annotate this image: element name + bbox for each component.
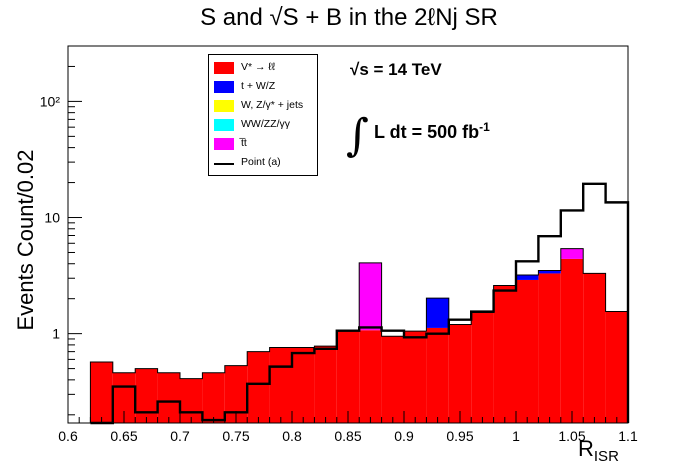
bar-series0-bin18 bbox=[493, 285, 516, 423]
bar-series0-bin5 bbox=[202, 372, 225, 423]
x-tick-label-0: 0.6 bbox=[58, 428, 78, 444]
y-tick-label-1: 10 bbox=[44, 210, 60, 226]
x-tick-label-7: 0.95 bbox=[446, 428, 473, 444]
bar-series0-bin22 bbox=[583, 273, 606, 423]
legend-item-ttbar: t̅t bbox=[214, 135, 318, 152]
bar-series0-bin19 bbox=[516, 279, 539, 423]
x-tick-label-9: 1.05 bbox=[558, 428, 585, 444]
legend-swatch-ttbar bbox=[214, 138, 234, 150]
legend-swatch-twz bbox=[214, 81, 234, 93]
bar-series0-bin8 bbox=[269, 347, 292, 423]
bar-series1-bin15 bbox=[426, 298, 449, 328]
bar-series0-bin14 bbox=[404, 331, 427, 423]
x-tick-label-3: 0.75 bbox=[222, 428, 249, 444]
lumi-annotation: ∫ L dt = 500 fb-1 bbox=[346, 110, 490, 161]
bar-series0-bin7 bbox=[247, 351, 270, 423]
x-tick-label-5: 0.85 bbox=[334, 428, 361, 444]
bar-series0-bin3 bbox=[157, 372, 180, 423]
legend-line-point-a bbox=[214, 163, 234, 165]
bar-series1-bin19 bbox=[516, 274, 539, 280]
legend-item-twz: t + W/Z bbox=[214, 78, 318, 95]
x-tick-label-8: 1 bbox=[512, 428, 520, 444]
legend-swatch-diboson bbox=[214, 119, 234, 131]
legend-item-wzjets: W, Z/γ* + jets bbox=[214, 97, 318, 114]
bar-series0-bin16 bbox=[448, 324, 472, 423]
legend-swatch-wzjets bbox=[214, 100, 234, 112]
bar-series0-bin13 bbox=[381, 336, 404, 423]
x-tick-label-1: 0.65 bbox=[110, 428, 137, 444]
y-axis-label-box: Events Count/0.02 bbox=[6, 140, 46, 340]
bar-series0-bin9 bbox=[292, 347, 315, 423]
legend-label-twz: t + W/Z bbox=[241, 80, 276, 92]
integral-symbol: ∫ bbox=[346, 110, 369, 161]
legend-item-point-a: Point (a) bbox=[214, 154, 318, 171]
bar-series0-bin4 bbox=[180, 378, 203, 423]
bar-series0-bin6 bbox=[224, 365, 248, 423]
bar-series4-bin21 bbox=[560, 248, 584, 259]
legend-item-vstar: V* → ℓℓ bbox=[214, 59, 318, 76]
bar-series0-bin17 bbox=[471, 312, 494, 423]
legend-swatch-vstar bbox=[214, 62, 234, 74]
x-axis-label-sub: ISR bbox=[593, 448, 619, 465]
bar-series0-bin15 bbox=[426, 327, 449, 423]
x-tick-label-2: 0.7 bbox=[170, 428, 190, 444]
lumi-exponent: -1 bbox=[479, 120, 490, 134]
bar-series4-bin12 bbox=[359, 262, 382, 331]
lumi-text: L dt = 500 fb bbox=[373, 122, 480, 142]
bar-series0-bin1 bbox=[112, 372, 136, 423]
bar-series0-bin0 bbox=[90, 361, 113, 423]
x-axis-label: RISR bbox=[578, 436, 619, 465]
bar-series0-bin21 bbox=[560, 258, 584, 423]
x-tick-label-10: 1.1 bbox=[618, 428, 638, 444]
legend-item-diboson: WW/ZZ/γγ bbox=[214, 116, 318, 133]
bar-series0-bin20 bbox=[538, 273, 561, 423]
legend: V* → ℓℓ t + W/Z W, Z/γ* + jets WW/ZZ/γγ … bbox=[208, 54, 318, 176]
bar-series0-bin12 bbox=[359, 330, 382, 423]
bar-series1-bin20 bbox=[538, 270, 561, 274]
bar-series0-bin23 bbox=[605, 311, 628, 423]
energy-annotation: √s = 14 TeV bbox=[350, 60, 442, 79]
chart-title: S and √S + B in the 2ℓNj SR bbox=[200, 4, 498, 31]
bar-series0-bin2 bbox=[135, 368, 158, 423]
y-axis-label: Events Count/0.02 bbox=[13, 149, 38, 331]
y-tick-label-0: 1 bbox=[52, 326, 60, 342]
x-axis-label-main: R bbox=[578, 436, 594, 461]
stack-outline bbox=[89, 248, 629, 423]
legend-label-wzjets: W, Z/γ* + jets bbox=[241, 99, 304, 111]
legend-label-ttbar: t̅t bbox=[241, 137, 247, 149]
legend-label-diboson: WW/ZZ/γγ bbox=[241, 118, 290, 130]
legend-label-point-a: Point (a) bbox=[241, 156, 281, 168]
x-tick-label-4: 0.8 bbox=[282, 428, 302, 444]
bar-series0-bin10 bbox=[314, 346, 337, 423]
x-tick-label-6: 0.9 bbox=[394, 428, 414, 444]
y-tick-label-2: 10² bbox=[40, 93, 61, 109]
bar-series0-bin11 bbox=[336, 331, 360, 423]
legend-label-vstar: V* → ℓℓ bbox=[241, 61, 276, 73]
